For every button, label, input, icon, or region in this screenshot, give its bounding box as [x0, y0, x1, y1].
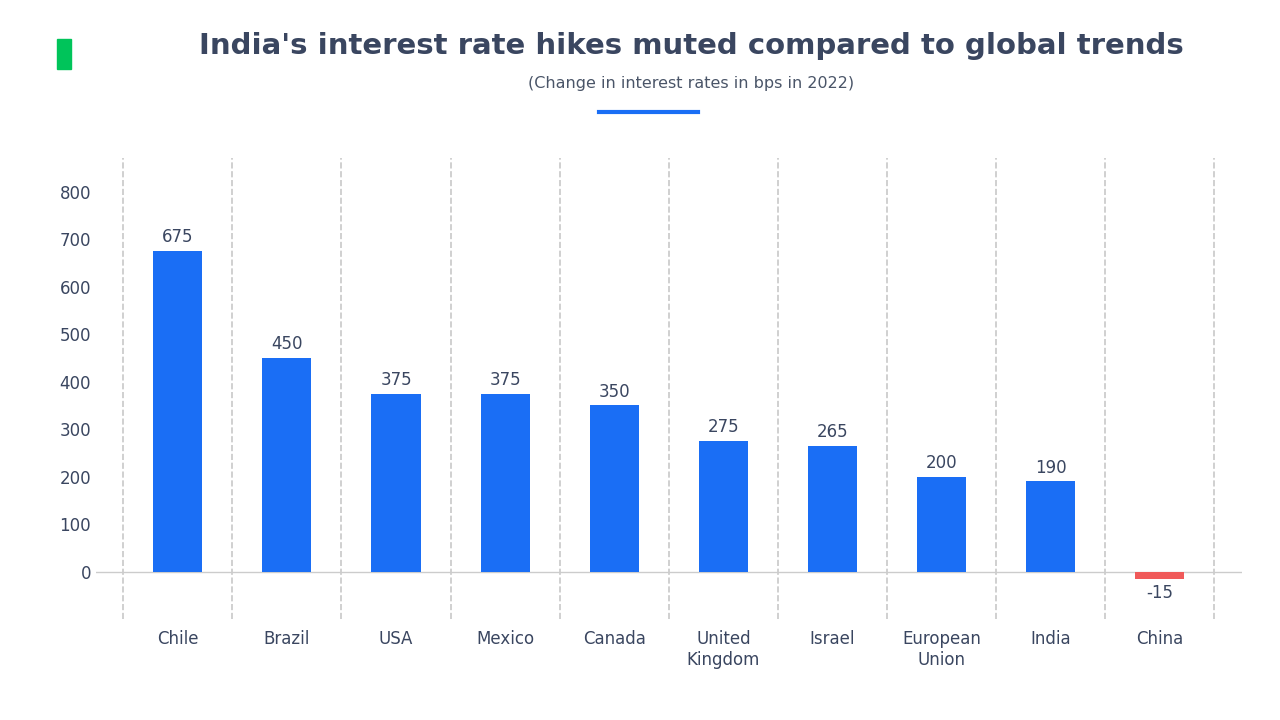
Text: (Change in interest rates in bps in 2022): (Change in interest rates in bps in 2022… [529, 76, 854, 91]
Bar [590, 405, 639, 572]
Bar [56, 27, 72, 37]
Bar [916, 477, 966, 572]
Bar [480, 394, 530, 572]
Bar [20, 72, 41, 80]
Bar [371, 394, 421, 572]
Bar [1135, 572, 1184, 579]
Bar [808, 446, 858, 572]
Bar [699, 441, 748, 572]
Bar [1027, 482, 1075, 572]
Text: 450: 450 [271, 336, 302, 354]
Text: 675: 675 [163, 228, 193, 246]
Text: 375: 375 [380, 371, 412, 389]
Text: 200: 200 [925, 454, 957, 472]
Text: -15: -15 [1147, 584, 1174, 602]
Text: 275: 275 [708, 418, 739, 436]
Text: 375: 375 [489, 371, 521, 389]
Bar [20, 30, 29, 80]
Text: 190: 190 [1034, 459, 1066, 477]
Text: India's interest rate hikes muted compared to global trends: India's interest rate hikes muted compar… [198, 32, 1184, 60]
Text: 265: 265 [817, 423, 849, 441]
Text: 350: 350 [599, 382, 630, 400]
Bar [56, 39, 72, 69]
Bar [154, 251, 202, 572]
Bar [262, 358, 311, 572]
Bar [20, 30, 49, 39]
